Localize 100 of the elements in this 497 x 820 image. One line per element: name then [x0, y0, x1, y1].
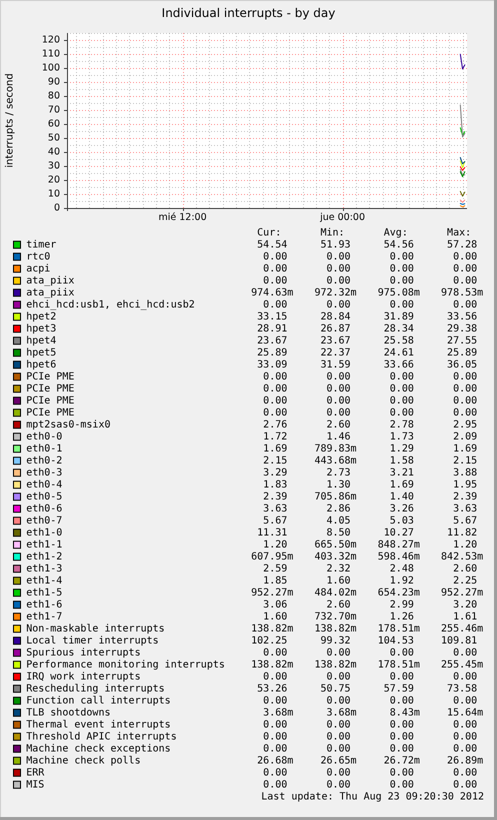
text: Last update: Thu Aug 23 09:20:30 2012 — [261, 791, 484, 802]
text: 26.87 — [320, 323, 351, 334]
text: 0.00 — [263, 779, 288, 790]
y-tick-label: 60 — [48, 118, 60, 130]
legend-label: hpet2 — [26, 311, 56, 322]
text: 178.51m — [378, 623, 420, 634]
legend-label: hpet4 — [26, 335, 56, 346]
legend-label: eth1-1 — [26, 539, 62, 550]
text: 1.20 — [263, 539, 288, 550]
legend-label: timer — [26, 239, 56, 250]
text: 2.95 — [453, 419, 478, 430]
text: 15.64m — [447, 707, 484, 718]
text: 2.25 — [453, 575, 478, 586]
legend-label: Spurious interrupts — [26, 647, 141, 658]
text: 0.00 — [326, 275, 351, 286]
text: Max: — [447, 227, 472, 238]
text: 1.83 — [263, 479, 288, 490]
text: 0.00 — [453, 671, 478, 682]
text: 0.00 — [326, 251, 351, 262]
text: 972.32m — [314, 287, 357, 298]
text: 23.67 — [320, 335, 351, 346]
legend-label: PCIe PME — [26, 371, 74, 382]
text: 57.28 — [447, 239, 478, 250]
text: 3.06 — [263, 599, 288, 610]
legend-label: eth1-7 — [26, 611, 62, 622]
text: 0.00 — [326, 263, 351, 274]
text: 5.03 — [390, 515, 414, 526]
y-axis-title: interrupts / second — [4, 73, 16, 168]
text: 3.63 — [263, 503, 288, 514]
text: 31.59 — [320, 359, 351, 370]
text: 33.66 — [384, 359, 414, 370]
text: 0.00 — [453, 263, 478, 274]
text: 25.58 — [384, 335, 414, 346]
text: 1.92 — [390, 575, 414, 586]
y-tick-label: 40 — [48, 146, 60, 158]
text: 443.68m — [314, 455, 357, 466]
legend-label: Performance monitoring interrupts — [26, 659, 225, 670]
text: 102.25 — [251, 635, 288, 646]
text: 28.91 — [257, 323, 288, 334]
text: 0.00 — [326, 779, 351, 790]
text: 974.63m — [251, 287, 294, 298]
y-tick-label: 70 — [48, 104, 60, 116]
text: 0.00 — [390, 395, 414, 406]
text: 2.60 — [326, 419, 351, 430]
text: 975.08m — [378, 287, 420, 298]
x-tick-label: mié 12:00 — [158, 212, 207, 224]
text: 1.69 — [453, 443, 478, 454]
text: 0.00 — [390, 647, 414, 658]
text: 848.27m — [378, 539, 420, 550]
text: 0.00 — [326, 299, 351, 310]
text: 0.00 — [263, 695, 288, 706]
legend-label: ERR — [26, 767, 46, 778]
legend-label: Rescheduling interrupts — [26, 683, 165, 694]
text: 2.78 — [390, 419, 414, 430]
text: 0.00 — [326, 371, 351, 382]
text: 403.32m — [314, 551, 357, 562]
text: 0.00 — [263, 251, 288, 262]
text: 31.89 — [384, 311, 414, 322]
text: 0.00 — [263, 263, 288, 274]
text: 1.26 — [390, 611, 414, 622]
text: 0.00 — [453, 779, 478, 790]
legend-label: Non-maskable interrupts — [26, 623, 165, 634]
text: 178.51m — [378, 659, 420, 670]
text: 0.00 — [263, 743, 288, 754]
legend-label: acpi — [26, 263, 50, 274]
text: 26.65m — [320, 755, 357, 766]
legend-label: Threshold APIC interrupts — [26, 731, 177, 742]
y-tick-label: 50 — [48, 132, 60, 144]
text: 109.81 — [441, 635, 478, 646]
text: 705.86m — [314, 491, 357, 502]
text: 1.30 — [326, 479, 351, 490]
text: 29.38 — [447, 323, 478, 334]
text: 0.00 — [326, 395, 351, 406]
text: 0.00 — [453, 695, 478, 706]
text: 8.43m — [390, 707, 420, 718]
text: 11.82 — [447, 527, 478, 538]
text: 23.67 — [257, 335, 288, 346]
text: 2.39 — [453, 491, 478, 502]
y-tick-label: 80 — [48, 90, 60, 102]
legend-label: eth0-0 — [26, 431, 62, 442]
text: 0.00 — [453, 383, 478, 394]
legend-label: eth0-7 — [26, 515, 62, 526]
text: 3.21 — [390, 467, 414, 478]
text: 3.63 — [453, 503, 478, 514]
text: 0.00 — [390, 299, 414, 310]
text: 1.40 — [390, 491, 414, 502]
text: 255.45m — [441, 659, 484, 670]
text: 1.95 — [453, 479, 478, 490]
text: 0.00 — [263, 371, 288, 382]
legend-label: ata_piix — [26, 275, 74, 286]
text: 138.82m — [314, 659, 357, 670]
text: 26.72m — [384, 755, 420, 766]
text: 28.34 — [384, 323, 414, 334]
legend-label: PCIe PME — [26, 383, 74, 394]
text: 4.05 — [326, 515, 351, 526]
y-tick-label: 20 — [48, 174, 60, 186]
text: 0.00 — [390, 731, 414, 742]
text: 50.75 — [320, 683, 351, 694]
text: 0.00 — [390, 371, 414, 382]
text: 1.60 — [263, 611, 288, 622]
